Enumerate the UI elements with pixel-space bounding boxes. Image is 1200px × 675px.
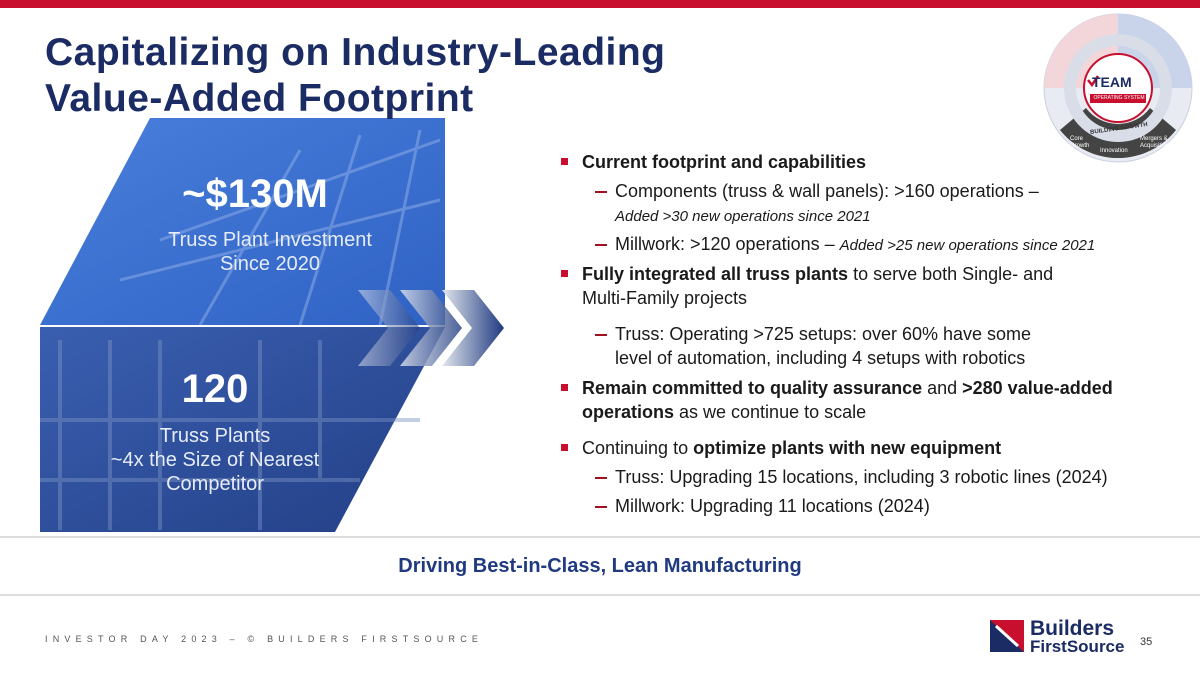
bullet-text: operations xyxy=(582,402,675,422)
stat-label-line: Truss Plant Investment xyxy=(168,229,372,251)
bullet-line: Fully integrated all truss plants to ser… xyxy=(582,262,1053,286)
bullet-text: Components (truss & wall panels): >160 o… xyxy=(615,181,1039,201)
bullet-marker xyxy=(561,158,568,165)
bullet-dash xyxy=(595,477,607,479)
title-line: Value-Added Footprint xyxy=(45,77,474,120)
bullet-text: level of automation, including 4 setups … xyxy=(615,348,1026,368)
bullet-item: Current footprint and capabilities xyxy=(582,150,866,174)
bullet-text: Added >25 new operations since 2021 xyxy=(839,237,1096,254)
stat-value: ~$130M xyxy=(182,172,328,216)
logo-text: Builders xyxy=(1030,617,1115,640)
bullet-line: Continuing to optimize plants with new e… xyxy=(582,436,1001,460)
bullet-line: Millwork: Upgrading 11 locations (2024) xyxy=(615,494,930,518)
bullet-line: Current footprint and capabilities xyxy=(582,150,866,174)
bullet-dash xyxy=(595,506,607,508)
truss-pattern xyxy=(119,129,441,326)
bullet-line: Remain committed to quality assurance an… xyxy=(582,376,1113,400)
bullet-line: Components (truss & wall panels): >160 o… xyxy=(615,179,1039,203)
bullet-line: Added >30 new operations since 2021 xyxy=(615,203,1039,229)
wheel-segment: Core Growth xyxy=(1070,136,1090,149)
bullet-text: Added >30 new operations since 2021 xyxy=(615,208,871,225)
bullet-text: Remain committed to quality assurance xyxy=(582,378,923,398)
bullet-line: Millwork: >120 operations – Added >25 ne… xyxy=(615,232,1095,258)
wheel-segment: Innovation xyxy=(1100,148,1128,154)
bullet-text: Current footprint and capabilities xyxy=(582,152,867,172)
chevrons xyxy=(358,290,504,366)
bullet-item: Millwork: Upgrading 11 locations (2024) xyxy=(615,494,930,518)
top-bar xyxy=(0,0,1200,8)
company-logo xyxy=(990,620,1024,652)
photo-panel-bottom xyxy=(40,327,445,532)
bullet-item: Remain committed to quality assurance an… xyxy=(582,376,1113,424)
bullet-dash xyxy=(595,191,607,193)
title-line: Capitalizing on Industry-Leading xyxy=(45,31,666,74)
banner-text: Driving Best-in-Class, Lean Manufacturin… xyxy=(398,555,802,577)
bullet-text: Millwork: Upgrading 11 locations (2024) xyxy=(615,496,930,516)
bullet-line: Truss: Upgrading 15 locations, including… xyxy=(615,465,1108,489)
bullet-line: level of automation, including 4 setups … xyxy=(615,346,1031,370)
stat-label-line: Since 2020 xyxy=(219,253,321,275)
stat-label: Truss Plants ~4x the Size of Nearest Com… xyxy=(65,424,365,496)
bullet-item: Fully integrated all truss plants to ser… xyxy=(582,262,1053,310)
bullet-text: to serve both Single- and xyxy=(848,264,1054,284)
bullet-text: >280 value-added xyxy=(962,378,1113,398)
bullet-text: Truss: Operating >725 setups: over 60% h… xyxy=(615,324,1032,344)
logo-text: FirstSource xyxy=(1030,637,1125,656)
bullet-line: operations as we continue to scale xyxy=(582,400,1113,424)
bullet-text: optimize plants with new equipment xyxy=(693,438,1002,458)
wheel-logo xyxy=(1043,13,1193,163)
bullet-text: Fully integrated all truss plants xyxy=(582,264,849,284)
stat-label-line: Truss Plants xyxy=(159,425,271,447)
page-number: 35 xyxy=(1140,636,1153,648)
footer-text: INVESTOR DAY 2023 – © BUILDERS FIRSTSOUR… xyxy=(45,634,484,644)
bullet-dash xyxy=(595,334,607,336)
bullet-item: Continuing to optimize plants with new e… xyxy=(582,436,1001,460)
wheel-center-sub: OPERATING SYSTEM xyxy=(1093,95,1145,101)
bullet-line: Multi-Family projects xyxy=(582,286,1053,310)
title: Capitalizing on Industry-Leading Value-A… xyxy=(45,30,666,122)
bullet-line: Truss: Operating >725 setups: over 60% h… xyxy=(615,322,1031,346)
bullet-marker xyxy=(561,384,568,391)
bullet-text: Millwork: >120 operations – xyxy=(615,234,840,254)
stat-label-line: Competitor xyxy=(166,473,264,495)
bullet-marker xyxy=(561,444,568,451)
stat-label-line: ~4x the Size of Nearest xyxy=(110,449,320,471)
wheel-segment: Mergers & Acquisitions xyxy=(1140,136,1173,149)
bullet-item: Millwork: >120 operations – Added >25 ne… xyxy=(615,232,1095,258)
bullet-text: Continuing to xyxy=(582,438,694,458)
bullet-marker xyxy=(561,270,568,277)
stat-value: 120 xyxy=(181,367,249,411)
wall-frame-pattern xyxy=(40,340,420,530)
bullet-text: and xyxy=(922,378,963,398)
bullet-text: as we continue to scale xyxy=(674,402,867,422)
bullet-item: Components (truss & wall panels): >160 o… xyxy=(615,179,1039,229)
wheel-center: TEAM xyxy=(1092,74,1132,90)
bullet-item: Truss: Operating >725 setups: over 60% h… xyxy=(615,322,1031,370)
bullet-text: Truss: Upgrading 15 locations, including… xyxy=(615,467,1108,487)
bullet-item: Truss: Upgrading 15 locations, including… xyxy=(615,465,1108,489)
bullet-dash xyxy=(595,244,607,246)
stat-label: Truss Plant Investment Since 2020 xyxy=(120,228,420,276)
bullet-text: Multi-Family projects xyxy=(582,288,748,308)
